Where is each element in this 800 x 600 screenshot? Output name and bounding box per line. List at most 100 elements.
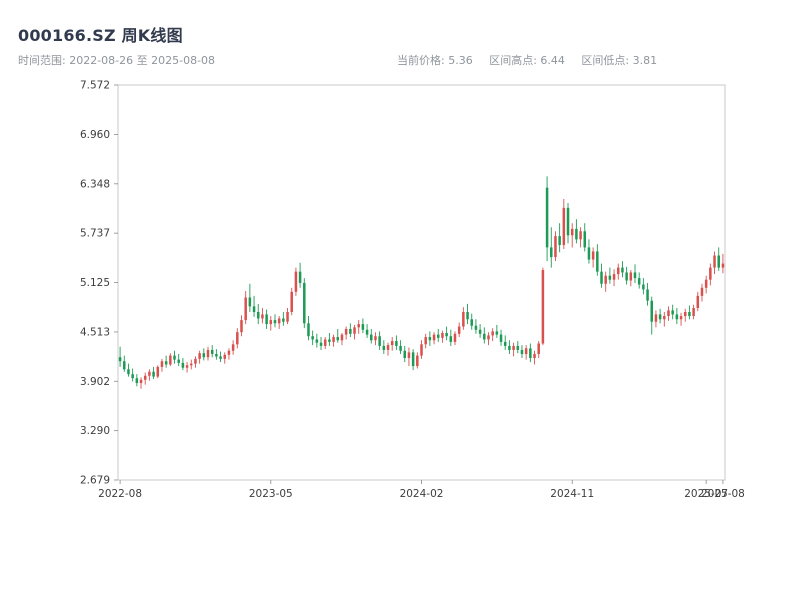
candle-body bbox=[608, 275, 612, 280]
candle-body bbox=[545, 187, 549, 248]
candle-body bbox=[181, 362, 185, 368]
candle-body bbox=[290, 291, 293, 313]
candle-body bbox=[432, 334, 436, 341]
candle-body bbox=[529, 348, 532, 359]
candle-body bbox=[336, 337, 340, 341]
candle-body bbox=[441, 332, 444, 338]
candle-body bbox=[185, 365, 189, 368]
candle-body bbox=[131, 374, 134, 379]
candle-body bbox=[173, 355, 176, 360]
candle-body bbox=[503, 341, 507, 346]
candle-body bbox=[575, 228, 578, 240]
candle-body bbox=[696, 295, 700, 308]
x-tick-label: 2025-08 bbox=[701, 488, 745, 500]
date-range-label: 时间范围: 2022-08-26 至 2025-08-08 bbox=[18, 54, 216, 67]
y-tick-label: 3.902 bbox=[80, 376, 110, 388]
candle-body bbox=[478, 329, 482, 334]
candle-body bbox=[449, 336, 453, 342]
candle-body bbox=[256, 312, 260, 319]
candle-body bbox=[190, 363, 193, 366]
candle-body bbox=[135, 378, 139, 384]
x-tick-label: 2024-11 bbox=[550, 488, 594, 500]
y-tick-label: 5.737 bbox=[80, 228, 110, 240]
candle-body bbox=[210, 349, 214, 354]
price-stats: 当前价格: 5.36 区间高点: 6.44 区间低点: 3.81 bbox=[397, 52, 670, 68]
candle-body bbox=[654, 314, 658, 322]
candle-body bbox=[612, 274, 616, 280]
candle-body bbox=[407, 352, 411, 359]
candle-body bbox=[642, 284, 645, 290]
y-tick-label: 6.348 bbox=[80, 178, 110, 190]
candle-body bbox=[558, 236, 561, 246]
candle-body bbox=[663, 316, 666, 320]
candle-body bbox=[261, 314, 264, 319]
page-title: 000166.SZ 周K线图 bbox=[18, 26, 183, 45]
candle-body bbox=[625, 272, 628, 281]
candle-body bbox=[382, 345, 386, 350]
candle-body bbox=[713, 255, 716, 268]
candle-body bbox=[587, 247, 591, 260]
candle-body bbox=[637, 278, 641, 285]
candle-body bbox=[428, 337, 432, 341]
candle-body bbox=[118, 357, 122, 362]
candle-body bbox=[349, 328, 352, 334]
candle-body bbox=[353, 327, 356, 334]
candle-body bbox=[424, 337, 427, 345]
y-tick-label: 7.572 bbox=[80, 80, 110, 92]
candle-body bbox=[445, 332, 448, 337]
candle-body bbox=[621, 267, 624, 273]
candle-body bbox=[164, 361, 168, 365]
candle-body bbox=[215, 353, 218, 357]
candle-body bbox=[248, 297, 252, 307]
candle-body bbox=[524, 348, 528, 354]
y-tick-label: 5.125 bbox=[80, 277, 110, 289]
candle-body bbox=[148, 371, 151, 376]
candle-body bbox=[206, 349, 210, 358]
candle-body bbox=[160, 361, 164, 367]
range-high-label: 区间高点: 6.44 bbox=[489, 54, 565, 67]
candle-body bbox=[273, 320, 277, 324]
candle-body bbox=[323, 339, 327, 346]
candle-body bbox=[721, 263, 725, 268]
candle-body bbox=[591, 251, 595, 260]
candle-body bbox=[198, 353, 201, 359]
candle-body bbox=[311, 336, 314, 340]
candle-body bbox=[219, 356, 222, 359]
range-low-label: 区间低点: 3.81 bbox=[581, 54, 658, 67]
candle-body bbox=[395, 341, 398, 346]
candle-body bbox=[533, 353, 536, 359]
candle-body bbox=[499, 334, 503, 342]
y-tick-label: 4.513 bbox=[80, 326, 110, 338]
candle-body bbox=[307, 323, 310, 337]
candle-body bbox=[156, 366, 160, 377]
candle-body bbox=[403, 350, 407, 359]
x-tick-label: 2024-02 bbox=[400, 488, 444, 500]
candle-body bbox=[399, 345, 402, 351]
candle-body bbox=[470, 319, 473, 326]
candle-body bbox=[554, 236, 557, 258]
candle-body bbox=[462, 312, 465, 327]
candle-body bbox=[457, 326, 461, 334]
candle-body bbox=[370, 334, 373, 341]
candle-body bbox=[123, 361, 126, 370]
candle-body bbox=[474, 325, 478, 330]
candle-body bbox=[633, 272, 637, 279]
candle-body bbox=[537, 343, 540, 354]
candle-body bbox=[520, 349, 524, 354]
candle-body bbox=[177, 359, 180, 363]
candle-body bbox=[303, 282, 306, 324]
candle-body bbox=[139, 379, 143, 384]
candle-body bbox=[344, 328, 348, 335]
candle-body bbox=[277, 318, 281, 324]
candle-body bbox=[562, 207, 566, 246]
candle-body bbox=[420, 344, 423, 356]
candle-body bbox=[231, 344, 235, 351]
candle-body bbox=[650, 300, 653, 322]
candle-body bbox=[704, 279, 708, 288]
candle-body bbox=[688, 312, 691, 317]
candle-body bbox=[683, 312, 687, 317]
candle-body bbox=[143, 375, 147, 380]
candle-body bbox=[390, 341, 394, 346]
candle-body bbox=[169, 355, 172, 365]
y-tick-label: 2.679 bbox=[80, 475, 110, 487]
